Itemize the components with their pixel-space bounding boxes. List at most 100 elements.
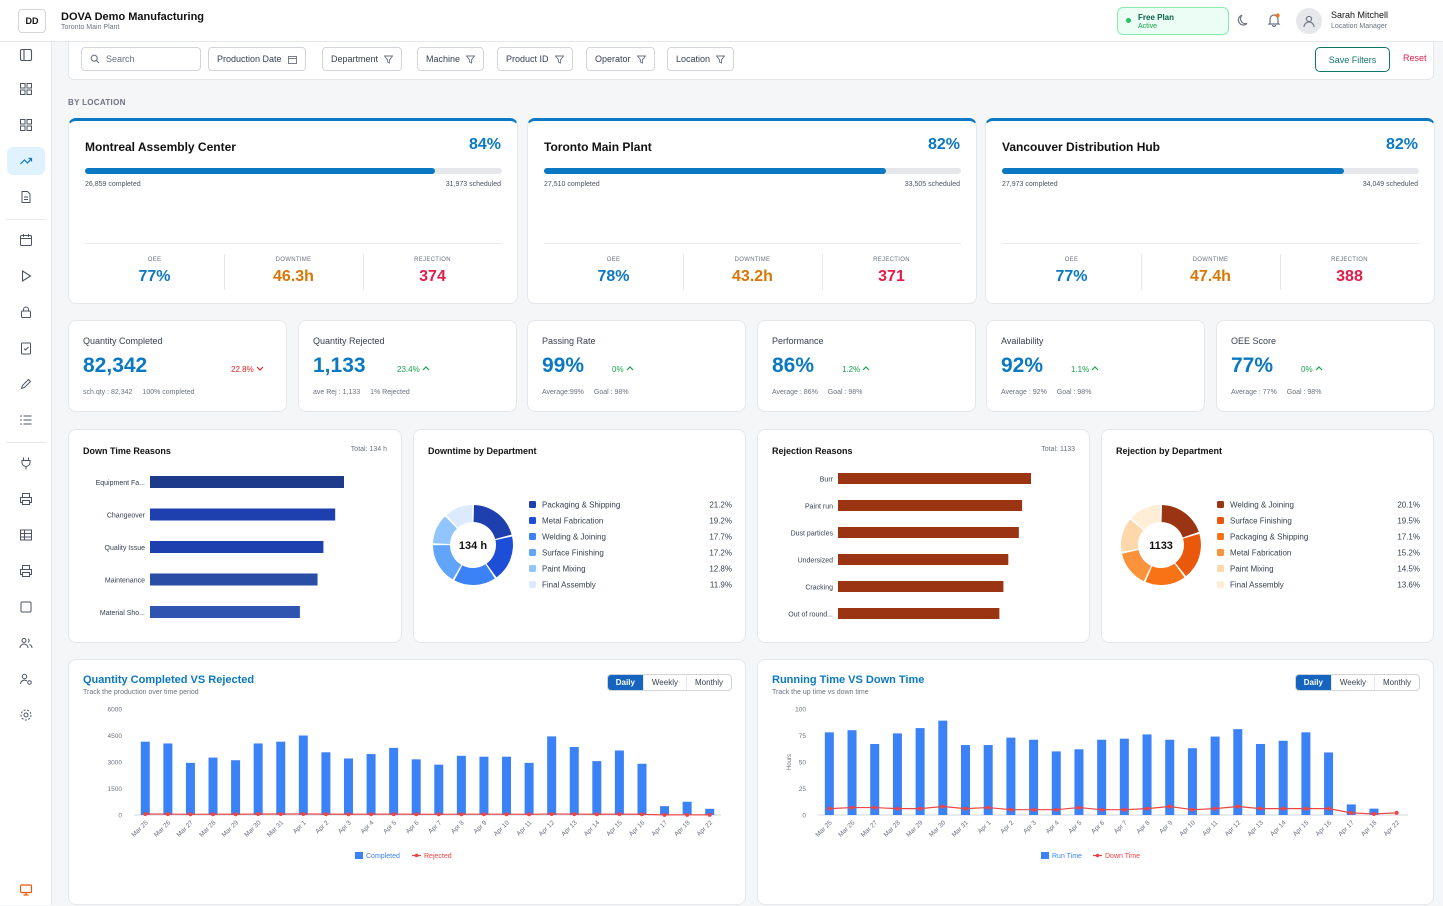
bar-mark[interactable] bbox=[637, 763, 647, 815]
sidebar-item-reports[interactable] bbox=[7, 183, 45, 211]
bar-mark[interactable] bbox=[1369, 808, 1379, 815]
location-card[interactable]: Montreal Assembly Center 84% 26,859 comp… bbox=[68, 118, 518, 304]
sidebar-toggle-button[interactable] bbox=[7, 41, 45, 69]
sidebar-item-analytics[interactable] bbox=[7, 147, 45, 175]
line-point[interactable] bbox=[1303, 806, 1308, 811]
bar-mark[interactable] bbox=[614, 750, 624, 815]
sidebar-item-integrations[interactable] bbox=[7, 449, 45, 477]
bar-mark[interactable] bbox=[838, 581, 1004, 592]
product-id-filter[interactable]: Product ID bbox=[497, 47, 573, 71]
donut-slice[interactable] bbox=[1175, 533, 1201, 577]
line-point[interactable] bbox=[1190, 807, 1195, 812]
bell-icon[interactable] bbox=[1266, 12, 1282, 28]
bar-mark[interactable] bbox=[456, 755, 466, 815]
sidebar-item-run[interactable] bbox=[7, 262, 45, 290]
line-point[interactable] bbox=[1394, 810, 1399, 815]
bar-mark[interactable] bbox=[150, 508, 336, 521]
bar-mark[interactable] bbox=[150, 606, 300, 618]
bar-mark[interactable] bbox=[1346, 804, 1356, 815]
search-input[interactable]: Search bbox=[81, 47, 201, 71]
bar-mark[interactable] bbox=[1278, 740, 1288, 815]
bar-mark[interactable] bbox=[682, 801, 692, 815]
bar-mark[interactable] bbox=[824, 732, 834, 815]
line-point[interactable] bbox=[165, 812, 170, 817]
donut-slice[interactable] bbox=[433, 516, 457, 544]
line-point[interactable] bbox=[940, 804, 945, 809]
line-point[interactable] bbox=[1281, 806, 1286, 811]
bar-mark[interactable] bbox=[660, 806, 670, 815]
bar-mark[interactable] bbox=[1029, 739, 1039, 815]
line-point[interactable] bbox=[459, 812, 464, 817]
donut-slice[interactable] bbox=[1131, 505, 1161, 530]
donut-slice[interactable] bbox=[1161, 505, 1199, 538]
kpi-card[interactable]: Performance 86% 1.2% Average : 86% Goal :… bbox=[757, 320, 976, 412]
line-point[interactable] bbox=[617, 812, 622, 817]
line-point[interactable] bbox=[233, 812, 238, 817]
sidebar-item-display[interactable] bbox=[7, 876, 45, 904]
line-point[interactable] bbox=[986, 805, 991, 810]
line-point[interactable] bbox=[963, 806, 968, 811]
moon-icon[interactable] bbox=[1236, 12, 1252, 28]
line-point[interactable] bbox=[850, 805, 855, 810]
sidebar-item-frame[interactable] bbox=[7, 593, 45, 621]
bar-mark[interactable] bbox=[1142, 734, 1152, 815]
sidebar-item-checklist[interactable] bbox=[7, 334, 45, 362]
line-point[interactable] bbox=[1008, 807, 1013, 812]
bar-mark[interactable] bbox=[524, 762, 534, 815]
bar-mark[interactable] bbox=[389, 747, 399, 815]
bar-mark[interactable] bbox=[1210, 736, 1220, 815]
line-point[interactable] bbox=[391, 812, 396, 817]
department-filter[interactable]: Department bbox=[322, 47, 403, 71]
line-point[interactable] bbox=[481, 812, 486, 817]
sidebar-item-security[interactable] bbox=[7, 298, 45, 326]
donut-slice[interactable] bbox=[473, 505, 512, 540]
sidebar-item-user-settings[interactable] bbox=[7, 665, 45, 693]
line-point[interactable] bbox=[527, 812, 532, 817]
bar-mark[interactable] bbox=[838, 527, 1019, 538]
line-point[interactable] bbox=[1076, 805, 1081, 810]
line-point[interactable] bbox=[1326, 806, 1331, 811]
bar-mark[interactable] bbox=[915, 728, 925, 815]
bar-mark[interactable] bbox=[150, 573, 318, 586]
bar-mark[interactable] bbox=[847, 730, 857, 815]
line-point[interactable] bbox=[827, 806, 832, 811]
line-point[interactable] bbox=[1122, 807, 1127, 812]
bar-mark[interactable] bbox=[163, 743, 173, 815]
sidebar-item-edit[interactable] bbox=[7, 370, 45, 398]
line-point[interactable] bbox=[436, 812, 441, 817]
production-date-filter[interactable]: Production Date bbox=[208, 47, 306, 71]
sidebar-item-devices[interactable] bbox=[7, 557, 45, 585]
location-filter[interactable]: Location bbox=[667, 47, 735, 71]
location-card[interactable]: Toronto Main Plant 82% 27,510 completed … bbox=[527, 118, 977, 304]
bar-mark[interactable] bbox=[140, 741, 150, 815]
bar-mark[interactable] bbox=[592, 761, 602, 815]
sidebar-item-table[interactable] bbox=[7, 521, 45, 549]
tab-daily[interactable]: Daily bbox=[1295, 675, 1331, 690]
bar-mark[interactable] bbox=[1187, 748, 1197, 815]
tab-weekly[interactable]: Weekly bbox=[1330, 675, 1374, 690]
line-point[interactable] bbox=[211, 812, 216, 817]
bar-mark[interactable] bbox=[1233, 729, 1243, 815]
bar-mark[interactable] bbox=[343, 758, 353, 815]
bar-mark[interactable] bbox=[1006, 737, 1016, 815]
bar-mark[interactable] bbox=[298, 735, 308, 816]
line-point[interactable] bbox=[707, 812, 712, 817]
bar-mark[interactable] bbox=[838, 473, 1031, 484]
donut-slice[interactable] bbox=[1145, 563, 1185, 585]
line-point[interactable] bbox=[1031, 807, 1036, 812]
kpi-card[interactable]: Passing Rate 99% 0% Average:99% Goal : 98… bbox=[527, 320, 746, 412]
donut-slice[interactable] bbox=[1121, 550, 1152, 582]
bar-mark[interactable] bbox=[569, 746, 579, 815]
plan-badge[interactable]: Free Plan Active bbox=[1117, 7, 1229, 35]
save-filters-button[interactable]: Save Filters bbox=[1315, 47, 1390, 72]
company-logo[interactable]: DD bbox=[18, 9, 46, 33]
line-point[interactable] bbox=[188, 812, 193, 817]
donut-slice[interactable] bbox=[433, 545, 462, 580]
line-point[interactable] bbox=[346, 812, 351, 817]
bar-mark[interactable] bbox=[1074, 749, 1084, 815]
line-point[interactable] bbox=[1213, 806, 1218, 811]
line-point[interactable] bbox=[662, 812, 667, 817]
bar-mark[interactable] bbox=[838, 554, 1009, 565]
bar-mark[interactable] bbox=[1256, 743, 1265, 815]
donut-slice[interactable] bbox=[454, 564, 495, 585]
